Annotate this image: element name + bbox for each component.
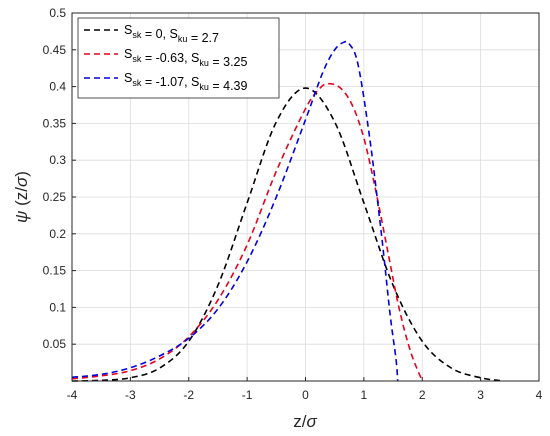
- x-tick-label: 0: [302, 388, 309, 402]
- y-tick-label: 0.45: [43, 43, 67, 57]
- y-axis-label: ψ (z/σ): [12, 171, 31, 223]
- legend-label-2: Ssk = -0.63, Sku = 3.25: [124, 47, 248, 69]
- series-line-3: [71, 40, 399, 382]
- y-tick-label: 0.25: [43, 190, 67, 204]
- x-tick-label: -2: [183, 388, 194, 402]
- x-tick-label: 4: [536, 388, 543, 402]
- y-tick-label: 0.2: [49, 227, 66, 241]
- x-tick-label: 2: [419, 388, 426, 402]
- legend-label-3: Ssk = -1.07, Sku = 4.39: [124, 71, 248, 93]
- y-tick-label: 0.1: [49, 300, 66, 314]
- y-tick-label: 0.4: [49, 80, 66, 94]
- x-axis-label: z/σ: [293, 412, 317, 431]
- y-tick-label: 0.15: [43, 264, 67, 278]
- legend-box: [77, 17, 280, 99]
- legend-label-1: Ssk = 0, Sku = 2.7: [124, 23, 219, 45]
- x-tick-label: 3: [477, 388, 484, 402]
- series-line-2: [71, 82, 423, 382]
- y-tick-label: 0.5: [49, 6, 66, 20]
- x-tick-label: 1: [361, 388, 368, 402]
- ticks: -4 -3 -2 -1 0 1 2 3 4 0.05 0.1 0.15 0.2 0.25 0.3 0.35 0.…: [43, 6, 543, 402]
- y-tick-label: 0.35: [43, 116, 67, 130]
- series-line-1: [71, 87, 505, 382]
- y-tick-label: 0.05: [43, 337, 67, 351]
- x-tick-label: -4: [67, 388, 78, 402]
- series-layer: [71, 40, 505, 382]
- y-tick-label: 0.3: [49, 153, 66, 167]
- x-tick-label: -1: [242, 388, 253, 402]
- x-tick-label: -3: [125, 388, 136, 402]
